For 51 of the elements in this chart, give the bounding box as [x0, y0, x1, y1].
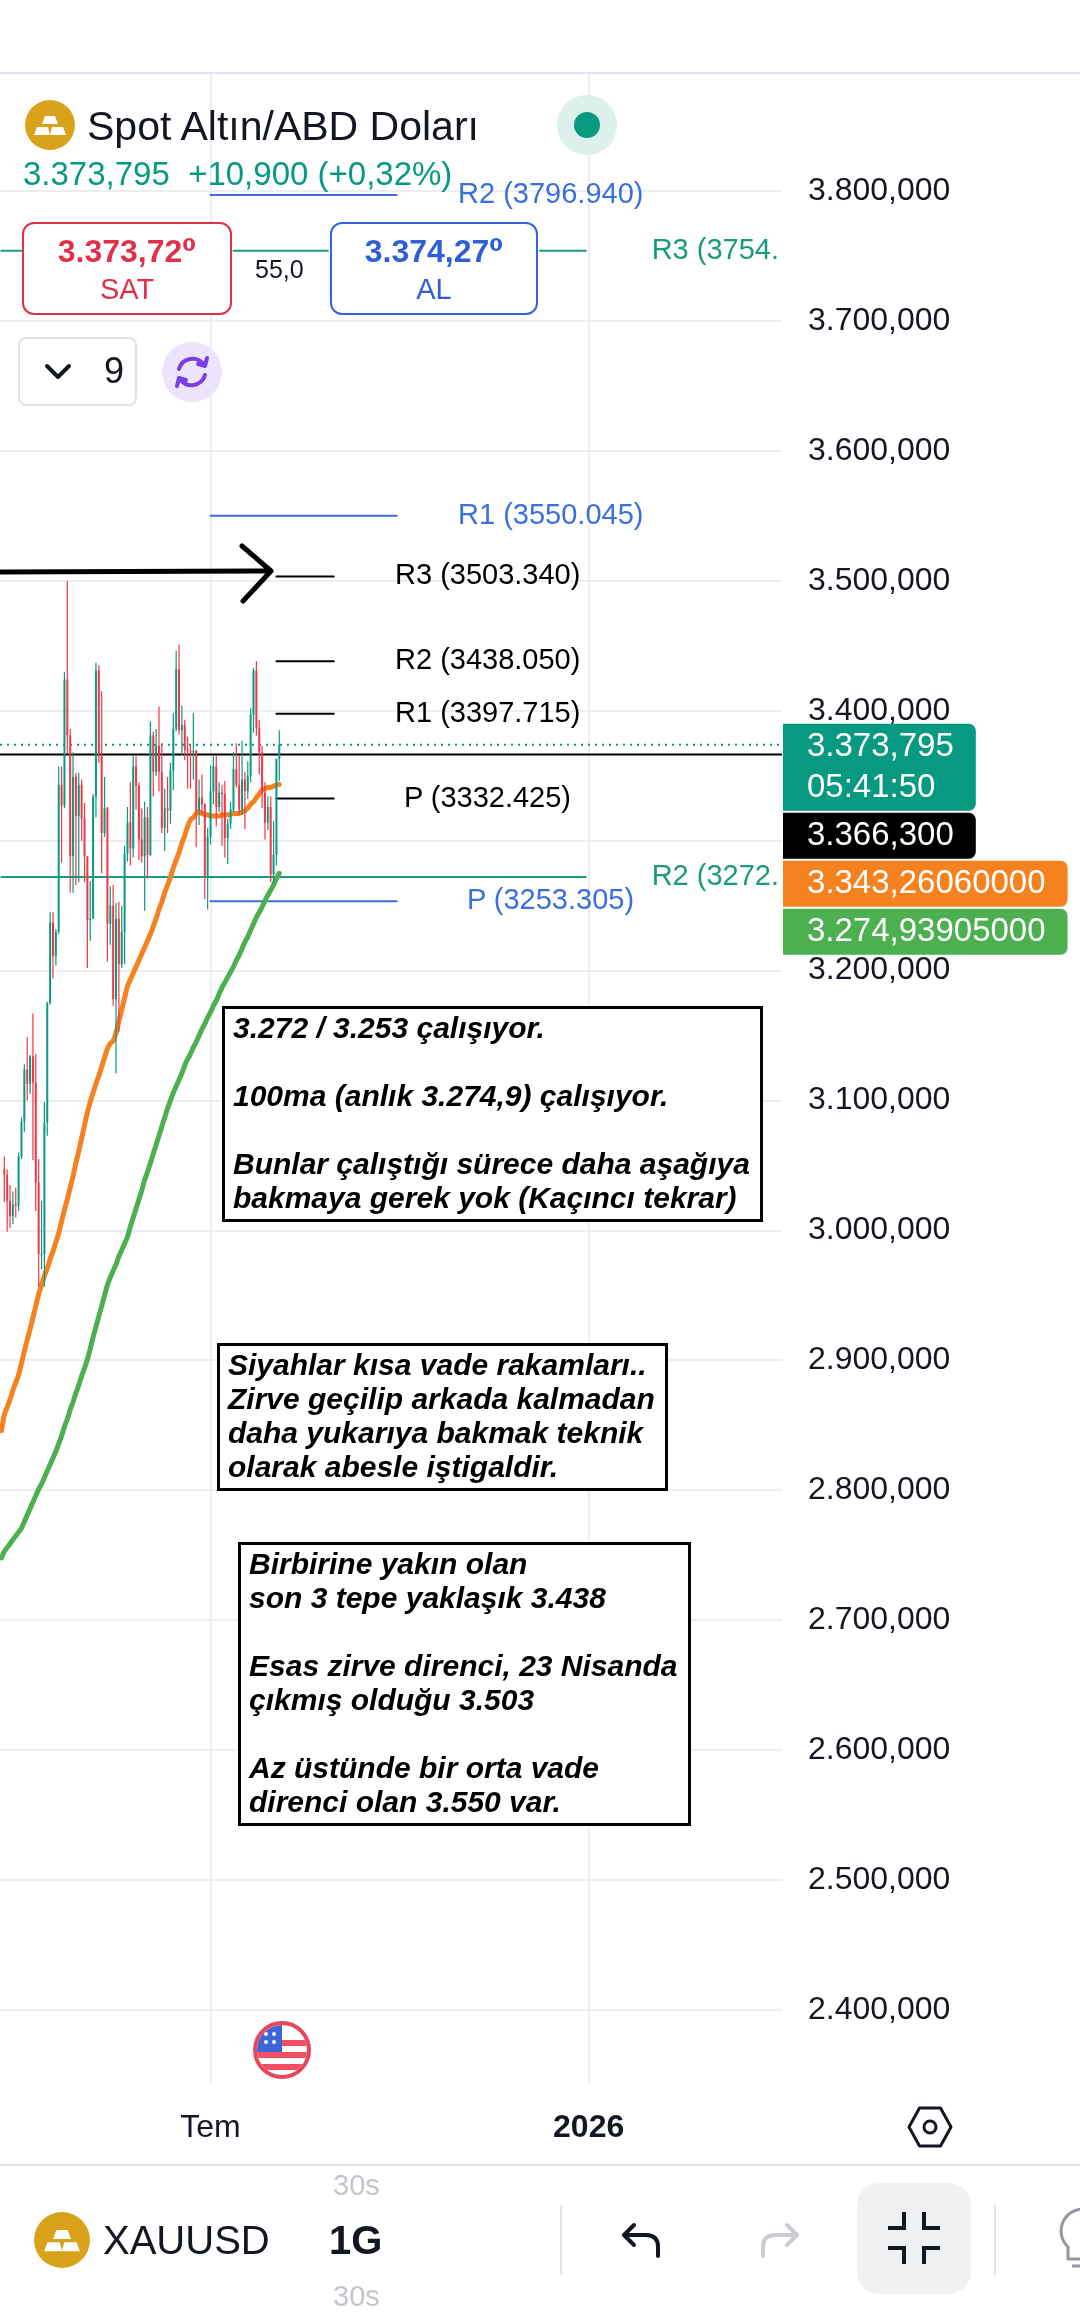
text: P (3253.305)	[466, 883, 635, 916]
text: P (3332.425)	[403, 780, 572, 813]
text: 1G	[329, 2217, 383, 2263]
y-tick-label: 2.700,000	[808, 1600, 951, 1637]
text: R2 (3438.050)	[395, 643, 581, 676]
x-tick-label: 2026	[553, 2108, 625, 2145]
annotation: Birbirine yakın olan son 3 tepe yaklaşık 3.438 Esas zirve direnci, 23 Nisanda çıkmış olduğu 3.503 Az üstünde bir orta vade direnci olan 3.550 var.	[238, 1542, 691, 1826]
text: 3.343,26060000	[807, 863, 1046, 901]
y-tick-label: 3.700,000	[808, 300, 951, 337]
text: 3.373,795 +10,900 (+0,32%)	[23, 155, 453, 192]
annotation: 3.373,72⁰	[57, 231, 197, 271]
text: 30s	[333, 2280, 380, 2312]
text: R2 (3272.	[651, 859, 779, 892]
y-tick-label: 3.600,000	[808, 430, 951, 467]
ref-line-label: 3.366,300	[807, 815, 954, 853]
annotation: SAT	[99, 271, 155, 307]
y-tick-label: 2.600,000	[808, 1730, 951, 1767]
text: XAUUSD	[103, 2217, 270, 2263]
text: R3 (3503.340)	[395, 558, 581, 591]
x-tick-label: Tem	[180, 2108, 241, 2145]
sell-button: 3.373,72⁰ SAT	[22, 222, 232, 315]
text: R1 (3397.715)	[395, 695, 581, 728]
annotation: 3.272 / 3.253 çalışıyor. 100ma (anlık 3.274,9) çalışıyor. Bunlar çalıştığı sürece daha aşağıya bakmaya gerek yok (Kaçıncı tekrar)	[222, 1006, 763, 1222]
annotation: Siyahlar kısa vade rakamları.. Zirve geçilip arkada kalmadan daha yukarıya bakmak teknik olarak abesle iştigaldir.	[217, 1343, 668, 1491]
annotation: 9	[104, 349, 125, 393]
y-tick-label: 3.400,000	[808, 690, 951, 727]
y-tick-label: 2.500,000	[808, 1860, 951, 1897]
text: R3 (3754.	[651, 232, 779, 265]
y-tick-label: 3.000,000	[808, 1210, 951, 1247]
candlestick	[198, 779, 201, 826]
y-tick-label: 3.100,000	[808, 1080, 951, 1117]
dropdown: 9	[18, 337, 137, 406]
annotation: 3.374,27⁰	[364, 231, 504, 271]
text: R2 (3796.940)	[458, 176, 644, 209]
y-tick-label: 2.400,000	[808, 1990, 951, 2027]
text: Spot Altın/ABD Doları	[87, 102, 479, 150]
candlestick	[243, 771, 246, 829]
ref-line-label: 3.373,795 05:41:50	[807, 726, 954, 805]
y-tick-label: 3.800,000	[808, 170, 951, 207]
text: 30s	[333, 2169, 380, 2201]
annotation: AL	[416, 271, 452, 307]
y-tick-label: 3.200,000	[808, 950, 951, 987]
y-tick-label: 2.900,000	[808, 1340, 951, 1377]
y-tick-label: 2.800,000	[808, 1470, 951, 1507]
text: R1 (3550.045)	[458, 497, 644, 530]
text: 3.274,93905000	[807, 911, 1046, 949]
candlestick	[74, 773, 77, 885]
annotation: 55,0	[255, 255, 304, 283]
buy-button: 3.374,27⁰ AL	[330, 222, 538, 315]
candlestick	[51, 912, 54, 979]
y-tick-label: 3.500,000	[808, 560, 951, 597]
